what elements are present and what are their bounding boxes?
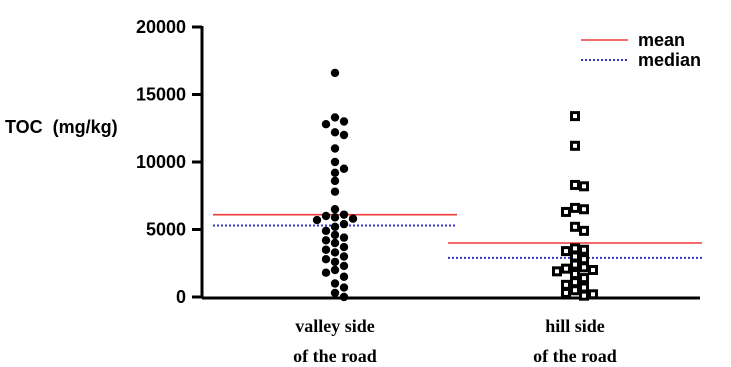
data-point-valley (330, 288, 340, 298)
data-point-valley (321, 245, 331, 254)
data-point-hill-center (573, 205, 577, 210)
data-point-valley (330, 144, 340, 153)
data-point-hill-center (573, 143, 577, 148)
data-point-hill-center (573, 246, 577, 251)
data-point-valley (330, 157, 340, 167)
data-point-valley (330, 279, 340, 288)
data-point-hill-center (582, 265, 586, 270)
data-point-valley (321, 236, 331, 245)
data-point-valley (330, 238, 340, 248)
data-point-valley (339, 252, 349, 261)
category-label: of the road (293, 346, 377, 366)
data-point-valley (312, 215, 322, 225)
data-point-hill-center (555, 269, 559, 274)
y-axis-title: TOC (mg/kg) (5, 117, 118, 137)
data-point-hill-center (564, 282, 568, 287)
data-point-hill-center (582, 285, 586, 290)
data-point-hill-center (582, 247, 586, 252)
data-point-valley (339, 261, 349, 271)
data-point-valley (339, 272, 349, 281)
data-point-valley (330, 205, 340, 214)
data-point-hill-center (564, 209, 568, 214)
data-point-hill-center (582, 293, 586, 298)
data-point-hill-center (582, 207, 586, 212)
y-tick-label: 5000 (146, 220, 186, 240)
data-point-valley (339, 233, 349, 242)
data-point-hill-center (573, 280, 577, 285)
data-point-valley (321, 211, 331, 221)
data-point-hill-center (573, 114, 577, 119)
data-point-hill-center (582, 276, 586, 281)
data-point-valley (339, 292, 349, 302)
data-point-hill-center (573, 182, 577, 187)
category-label: hill side (545, 316, 605, 336)
data-point-hill-center (564, 249, 568, 254)
data-point-valley (339, 117, 349, 126)
data-point-valley (348, 214, 358, 223)
y-tick-label: 15000 (136, 85, 186, 105)
data-point-valley (330, 128, 340, 137)
data-point-valley (330, 113, 340, 122)
data-point-valley (330, 68, 340, 78)
data-point-valley (339, 130, 349, 140)
data-point-valley (321, 120, 331, 129)
y-tick-label: 0 (176, 287, 186, 307)
y-ticks: 0 5000 10000 15000 20000 (136, 17, 202, 307)
data-point-hill-center (573, 272, 577, 277)
summary-lines (213, 213, 702, 259)
data-points (312, 68, 598, 302)
data-point-valley (339, 210, 349, 219)
data-point-hill-center (591, 268, 595, 272)
data-point-hill-center (582, 228, 586, 233)
data-point-valley (339, 242, 349, 252)
data-point-valley (321, 226, 331, 236)
category-label: of the road (533, 346, 617, 366)
data-point-valley (330, 187, 340, 196)
data-point-valley (330, 168, 340, 177)
category-labels: valley side of the road hill side of the ro… (293, 316, 617, 366)
data-point-valley (330, 265, 340, 275)
data-point-hill-center (564, 290, 568, 295)
data-point-valley (339, 219, 349, 229)
data-point-valley (330, 248, 340, 257)
data-point-valley (330, 222, 340, 231)
data-point-hill-center (573, 224, 577, 229)
y-tick-label: 20000 (136, 17, 186, 37)
data-point-valley (321, 255, 331, 264)
data-point-hill-center (573, 254, 577, 259)
data-point-valley (330, 213, 340, 222)
category-label: valley side (295, 316, 375, 336)
data-point-valley (330, 230, 340, 240)
data-point-hill-center (573, 288, 577, 293)
data-point-valley (339, 164, 349, 173)
data-point-hill-center (582, 184, 586, 189)
data-point-hill-center (573, 262, 577, 267)
y-tick-label: 10000 (136, 152, 186, 172)
data-point-valley (339, 283, 349, 292)
data-point-hill-center (582, 257, 586, 262)
data-point-valley (330, 257, 340, 267)
data-point-hill-center (564, 266, 568, 271)
data-point-hill-center (591, 292, 595, 297)
median-legend-label: median (638, 50, 701, 70)
mean-legend-label: mean (638, 30, 685, 50)
data-point-valley (330, 176, 340, 186)
data-point-valley (321, 268, 331, 277)
